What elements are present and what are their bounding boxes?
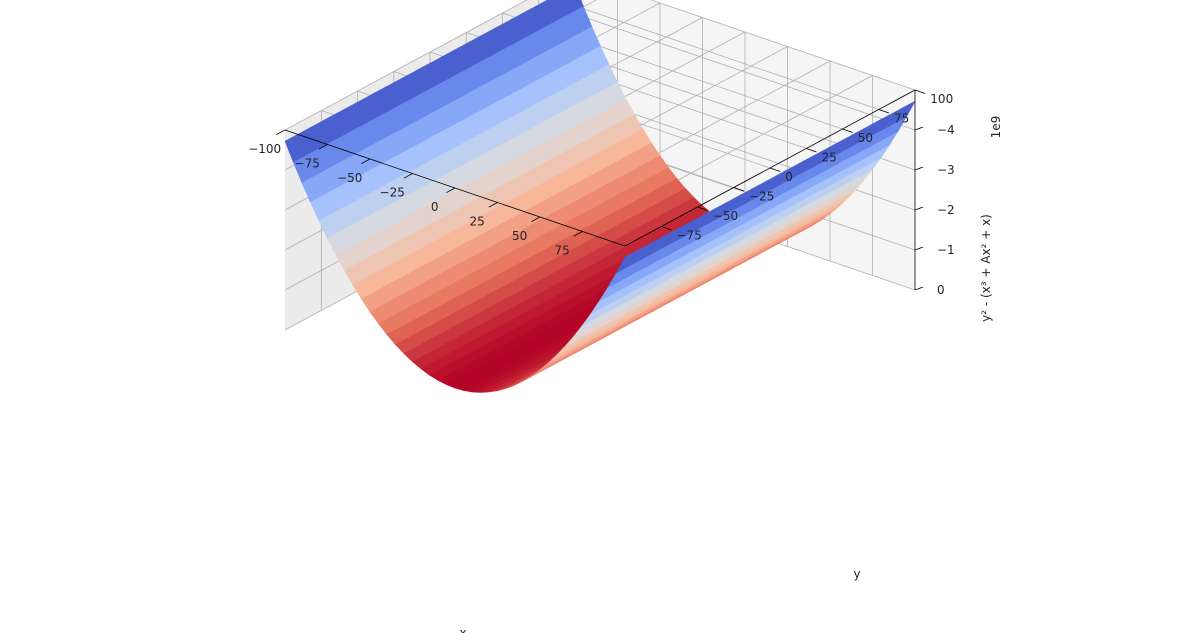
y-tick-mark (733, 187, 745, 192)
x-tick-label: −50 (337, 171, 362, 185)
x-tick-label: 75 (555, 243, 570, 257)
z-tick-mark (914, 206, 924, 211)
y-tick-mark (914, 89, 926, 94)
x-tick-label: −100 (248, 142, 281, 156)
y-tick-label: 75 (894, 112, 909, 126)
y-tick-label: −25 (749, 190, 774, 204)
x-tick-mark (403, 173, 413, 179)
z-tick-mark (914, 246, 924, 251)
z-tick-mark (914, 166, 924, 171)
x-tick-label: 50 (512, 229, 527, 243)
z-tick-mark (914, 126, 924, 131)
x-tick-mark (318, 144, 328, 150)
z-offset-text: 1e9 (989, 116, 1003, 139)
x-tick-mark (276, 129, 286, 136)
y-tick-label: 25 (822, 151, 837, 165)
y-tick-label: 50 (858, 131, 873, 145)
x-tick-mark (361, 158, 371, 165)
z-tick-mark (914, 286, 924, 291)
x-tick-label: −25 (380, 185, 405, 199)
y-tick-label: −75 (677, 229, 702, 243)
z-tick-label: 0 (937, 283, 945, 297)
y-tick-mark (842, 128, 853, 133)
y-tick-label: −50 (713, 209, 738, 223)
y-tick-mark (878, 109, 890, 114)
surface-facet (615, 248, 641, 274)
y-tick-label: 0 (785, 170, 793, 184)
x-tick-label: 0 (431, 200, 439, 214)
z-tick-label: −2 (937, 203, 955, 217)
axis-ticks: −100 −75 −50 −25 0 25 50 75 −75 −50 −25 0 25 50 75 100 0… (248, 89, 955, 297)
x-tick-mark (488, 202, 498, 208)
z-tick-label: −1 (937, 243, 955, 257)
y-axis-label: y (853, 567, 860, 581)
x-tick-mark (446, 187, 456, 194)
x-tick-label: −75 (295, 156, 320, 170)
x-axis-label: x (459, 626, 466, 633)
x-tick-mark (531, 216, 541, 223)
z-tick-label: −4 (937, 123, 955, 137)
y-tick-mark (697, 206, 708, 211)
surface-mesh (284, 0, 916, 393)
y-tick-label: 100 (930, 92, 953, 106)
y-tick-mark (661, 226, 672, 231)
grid-line (649, 0, 916, 91)
y-tick-mark (806, 148, 817, 153)
y-tick-mark (769, 167, 781, 172)
z-axis-label: y² - (x³ + Ax² + x) (979, 214, 993, 322)
x-tick-label: 25 (470, 214, 485, 228)
z-tick-label: −3 (937, 163, 955, 177)
grid-line (574, 13, 916, 131)
grid-line (556, 0, 879, 110)
x-tick-mark (573, 231, 583, 237)
